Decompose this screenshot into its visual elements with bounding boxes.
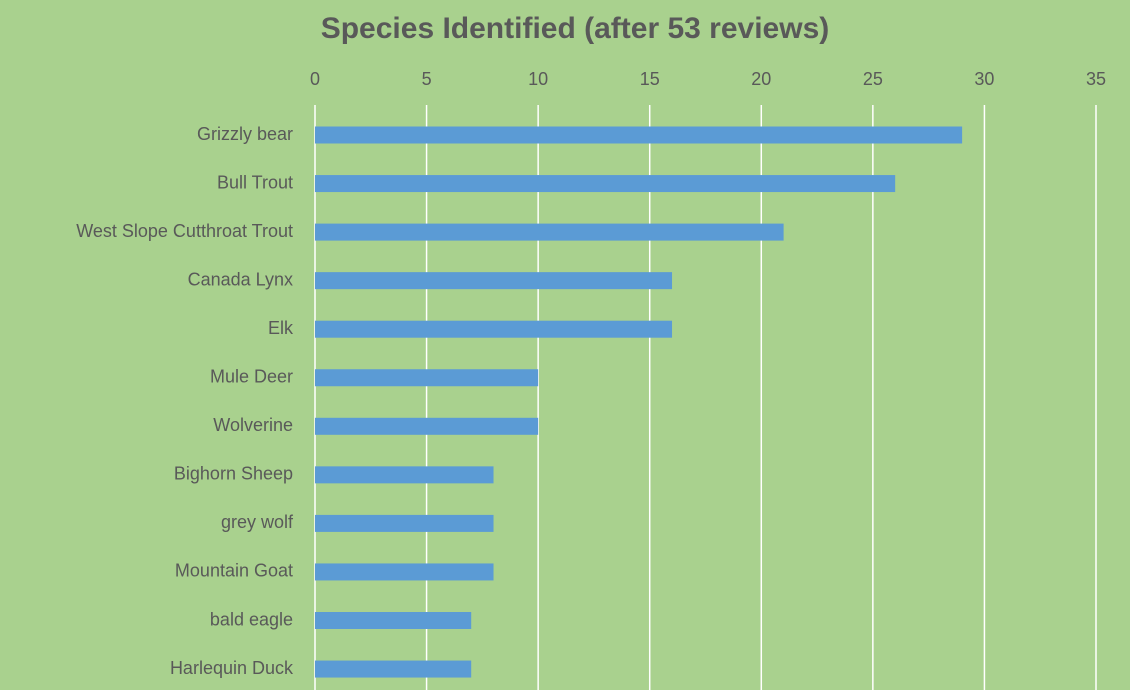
bar xyxy=(315,563,494,581)
chart-title: Species Identified (after 53 reviews) xyxy=(321,12,830,45)
x-tick-label: 10 xyxy=(528,69,548,89)
bar xyxy=(315,417,539,435)
y-tick-label: Wolverine xyxy=(213,415,293,435)
y-tick-label: Harlequin Duck xyxy=(170,658,294,678)
y-tick-label: Grizzly bear xyxy=(197,124,293,144)
x-tick-label: 35 xyxy=(1086,69,1106,89)
y-tick-label: Bighorn Sheep xyxy=(174,464,293,484)
x-tick-label: 25 xyxy=(863,69,883,89)
bar xyxy=(315,272,673,290)
y-tick-label: Bull Trout xyxy=(217,172,293,192)
bar xyxy=(315,320,673,338)
y-tick-label: Canada Lynx xyxy=(188,269,293,289)
x-tick-label: 20 xyxy=(751,69,771,89)
bar xyxy=(315,126,963,144)
bar xyxy=(315,175,896,193)
y-tick-label: Mule Deer xyxy=(210,367,293,387)
y-tick-label: bald eagle xyxy=(210,609,293,629)
x-tick-label: 5 xyxy=(422,69,432,89)
y-tick-label: grey wolf xyxy=(221,512,294,532)
y-tick-label: West Slope Cutthroat Trout xyxy=(76,221,293,241)
x-tick-label: 0 xyxy=(310,69,320,89)
x-tick-label: 15 xyxy=(640,69,660,89)
y-tick-label: Elk xyxy=(268,318,294,338)
bar xyxy=(315,514,494,532)
bar xyxy=(315,223,784,241)
bar xyxy=(315,660,472,678)
bar xyxy=(315,369,539,387)
x-tick-label: 30 xyxy=(974,69,994,89)
y-tick-label: Mountain Goat xyxy=(175,561,293,581)
bar xyxy=(315,612,472,629)
bar xyxy=(315,466,494,484)
